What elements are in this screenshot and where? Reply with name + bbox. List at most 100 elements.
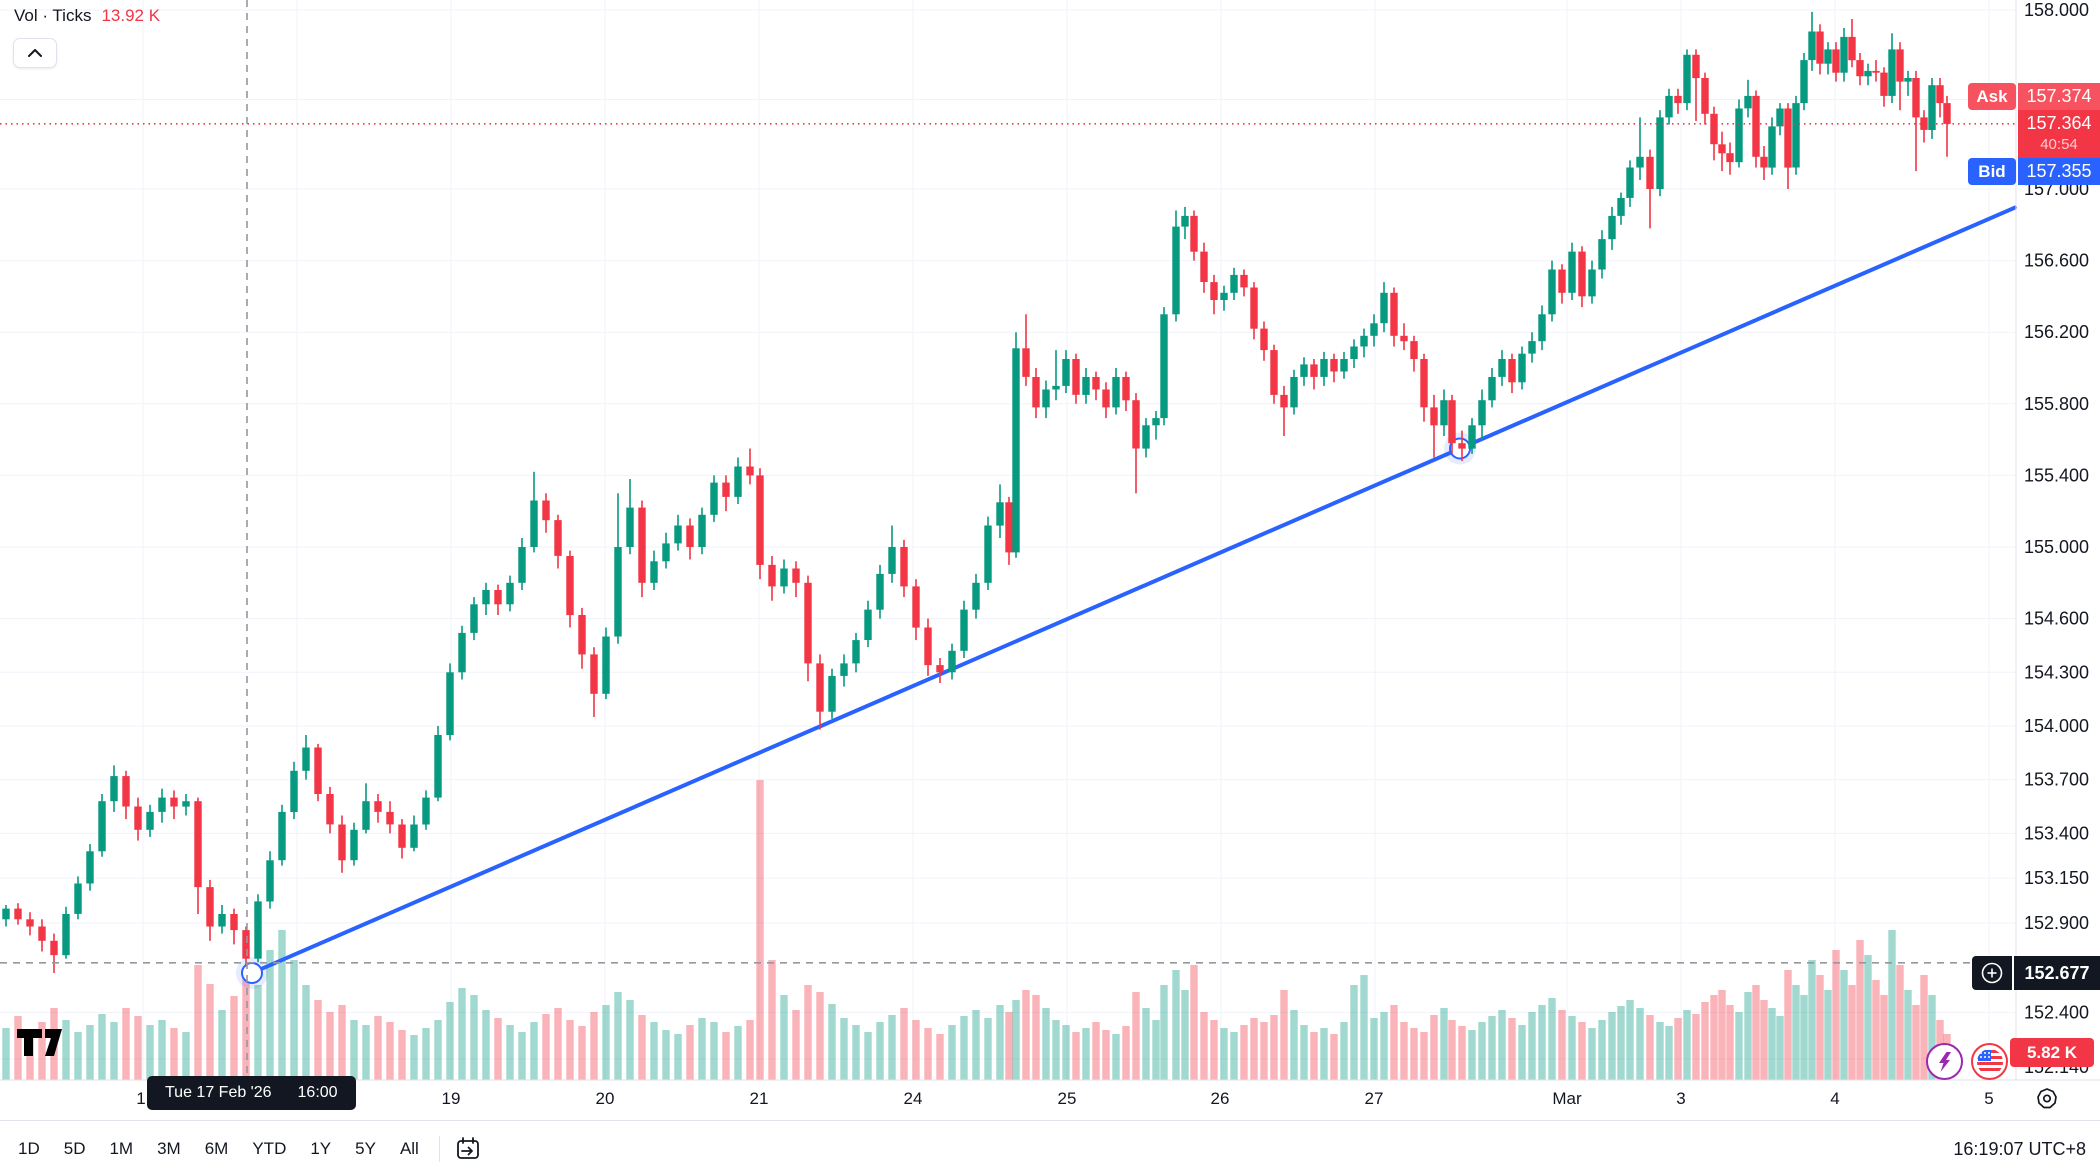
- time-axis-label[interactable]: 3: [1676, 1089, 1685, 1108]
- price-axis-label[interactable]: 152.900: [2024, 913, 2089, 933]
- price-axis-label[interactable]: 152.400: [2024, 1002, 2089, 1022]
- price-axis-label[interactable]: 155.000: [2024, 537, 2089, 557]
- clock-text: 16:19:07 UTC+8: [1953, 1138, 2086, 1159]
- current-time[interactable]: 16:19:07 UTC+8: [1953, 1121, 2086, 1176]
- calendar-icon: [456, 1137, 479, 1159]
- range-button-1M[interactable]: 1M: [109, 1139, 134, 1158]
- candle-body: [254, 901, 262, 959]
- candle-body: [1360, 335, 1368, 347]
- volume-bar: [62, 1020, 70, 1080]
- range-button-All[interactable]: All: [399, 1139, 419, 1158]
- candle-body: [1250, 287, 1258, 329]
- country-flag-button[interactable]: [1971, 1043, 2008, 1080]
- range-button-5Y[interactable]: 5Y: [355, 1139, 376, 1158]
- price-axis-label[interactable]: 154.000: [2024, 716, 2089, 736]
- time-axis-label[interactable]: 25: [1058, 1089, 1077, 1108]
- volume-bar: [74, 1032, 82, 1080]
- candle-body: [1896, 49, 1904, 82]
- price-axis-label[interactable]: 158.000: [2024, 0, 2089, 20]
- candle-body: [638, 507, 646, 583]
- volume-bar: [1568, 1016, 1576, 1080]
- crosshair-plus-icon[interactable]: [1972, 956, 2012, 990]
- range-button-3M[interactable]: 3M: [157, 1139, 181, 1158]
- candle-body: [1350, 346, 1358, 359]
- candle-body: [1760, 156, 1768, 168]
- price-axis-label[interactable]: 153.700: [2024, 770, 2089, 790]
- candle-body: [290, 770, 298, 812]
- candle-body: [1856, 60, 1864, 77]
- time-axis-label[interactable]: 19: [442, 1089, 461, 1108]
- candle-body: [1240, 274, 1248, 288]
- volume-bar: [876, 1022, 884, 1080]
- time-axis-label[interactable]: 24: [904, 1089, 923, 1108]
- volume-bar: [398, 1030, 406, 1080]
- time-axis-label[interactable]: 1: [136, 1089, 145, 1108]
- candle-body: [62, 914, 70, 956]
- time-axis-label[interactable]: 4: [1830, 1089, 1839, 1108]
- candle-body: [1872, 70, 1880, 73]
- volume-bar: [828, 1004, 836, 1080]
- candle-body: [746, 466, 754, 476]
- volume-bar: [1210, 1020, 1218, 1080]
- circle-plus-icon: [1981, 962, 2003, 984]
- collapse-indicator-button[interactable]: [13, 38, 57, 68]
- lightning-icon: [1938, 1051, 1951, 1072]
- candle-body: [1468, 425, 1476, 449]
- candle-body: [1042, 389, 1050, 408]
- time-axis-label[interactable]: 27: [1365, 1089, 1384, 1108]
- candle-body: [434, 735, 442, 798]
- volume-bar: [912, 1020, 920, 1080]
- price-axis-label[interactable]: 154.600: [2024, 609, 2089, 629]
- candle-body: [1888, 49, 1896, 96]
- candle-body: [398, 824, 406, 848]
- volume-bar: [434, 1020, 442, 1080]
- time-axis-label[interactable]: 26: [1211, 1089, 1230, 1108]
- crosshair-price-value: 152.677: [2024, 962, 2090, 983]
- candle-body: [1508, 359, 1516, 383]
- candle-body: [1062, 359, 1070, 386]
- trendline[interactable]: [250, 205, 2017, 975]
- candle-body: [1718, 144, 1726, 154]
- volume-bar: [158, 1020, 166, 1080]
- range-button-1Y[interactable]: 1Y: [310, 1139, 332, 1158]
- price-axis-label[interactable]: 153.400: [2024, 823, 2089, 843]
- volume-bar: [1768, 1008, 1776, 1080]
- time-axis-label[interactable]: 21: [750, 1089, 769, 1108]
- range-button-5D[interactable]: 5D: [63, 1139, 86, 1158]
- price-axis-label[interactable]: 155.800: [2024, 394, 2089, 414]
- candle-body: [1617, 198, 1625, 216]
- minds-button[interactable]: [1926, 1043, 1963, 1080]
- time-axis-label[interactable]: Mar: [1552, 1089, 1582, 1108]
- volume-bar: [1920, 975, 1928, 1080]
- range-button-6M[interactable]: 6M: [204, 1139, 229, 1158]
- volume-bar: [1840, 970, 1848, 1080]
- chart-pane[interactable]: 158.000 157.000 156.600 156.200 155.800 155.4…: [0, 0, 2100, 1120]
- go-to-date-button[interactable]: [448, 1131, 488, 1167]
- bid-chip[interactable]: Bid: [1968, 158, 2016, 185]
- volume-bar: [1856, 940, 1864, 1080]
- volume-bar: [1864, 955, 1872, 1080]
- range-button-YTD[interactable]: YTD: [252, 1139, 287, 1158]
- candle-body: [1636, 156, 1644, 168]
- candle-body: [1022, 348, 1030, 377]
- volume-bar: [936, 1034, 944, 1080]
- volume-bar: [1735, 1012, 1743, 1080]
- candle-body: [674, 525, 682, 544]
- time-axis-settings-button[interactable]: [2032, 1084, 2062, 1114]
- volume-bar: [1122, 1026, 1130, 1080]
- tradingview-logo[interactable]: [17, 1029, 63, 1062]
- price-axis-label[interactable]: 155.400: [2024, 465, 2089, 485]
- price-axis-label[interactable]: 153.150: [2024, 868, 2089, 888]
- candlestick-chart[interactable]: 158.000157.000156.600156.200155.800155.4…: [0, 0, 2100, 1120]
- candle-body: [1548, 269, 1556, 315]
- price-axis-label[interactable]: 154.300: [2024, 662, 2089, 682]
- time-axis-label[interactable]: 20: [596, 1089, 615, 1108]
- price-axis-label[interactable]: 156.600: [2024, 251, 2089, 271]
- price-axis-label[interactable]: 156.200: [2024, 322, 2089, 342]
- ask-chip[interactable]: Ask: [1968, 83, 2016, 110]
- range-button-1D[interactable]: 1D: [18, 1139, 40, 1158]
- candle-body: [1816, 31, 1824, 64]
- time-axis-label[interactable]: 5: [1984, 1089, 1993, 1108]
- us-flag-icon: [1976, 1048, 2003, 1075]
- trendline-anchor-handle[interactable]: [241, 962, 263, 984]
